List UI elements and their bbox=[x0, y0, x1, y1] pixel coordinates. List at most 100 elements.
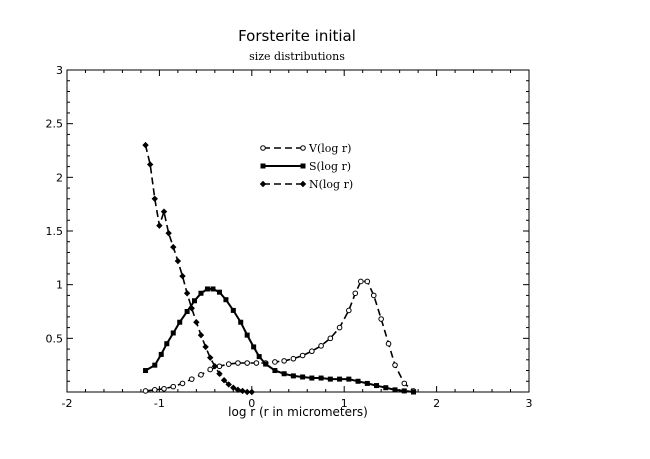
data-point bbox=[263, 361, 269, 367]
series-0 bbox=[142, 278, 417, 394]
data-point bbox=[355, 378, 361, 384]
data-point bbox=[358, 278, 364, 285]
data-point bbox=[207, 366, 214, 373]
y-tick-label: 1 bbox=[56, 279, 63, 292]
series-1 bbox=[143, 286, 416, 395]
data-point bbox=[225, 361, 232, 367]
data-point bbox=[318, 375, 324, 381]
legend-item: S(log r) bbox=[260, 160, 351, 173]
data-point bbox=[401, 380, 408, 387]
data-point bbox=[211, 363, 219, 370]
data-point bbox=[256, 354, 262, 360]
data-point bbox=[327, 335, 334, 342]
data-point bbox=[251, 344, 257, 350]
data-point bbox=[281, 371, 287, 377]
data-point bbox=[207, 354, 214, 361]
x-tick-label: 1 bbox=[341, 397, 348, 410]
legend: V(log r) S(log r) N(log r) bbox=[259, 142, 353, 191]
chart-title: Forsterite initial bbox=[238, 27, 356, 45]
legend-label: S(log r) bbox=[309, 160, 351, 173]
y-tick-label: 2.5 bbox=[46, 118, 64, 131]
data-point bbox=[300, 374, 306, 380]
legend-marker bbox=[259, 180, 267, 188]
legend-marker bbox=[299, 180, 307, 188]
data-point bbox=[142, 141, 149, 149]
data-point bbox=[156, 222, 163, 229]
x-tick-label: 2 bbox=[433, 397, 440, 410]
data-point bbox=[290, 373, 296, 379]
data-point bbox=[151, 195, 158, 202]
data-point bbox=[225, 381, 232, 388]
legend-marker bbox=[300, 163, 306, 169]
data-point bbox=[164, 341, 170, 347]
data-point bbox=[253, 360, 260, 366]
data-point bbox=[143, 368, 149, 374]
data-point bbox=[336, 324, 343, 331]
y-tick-label: 2 bbox=[56, 171, 63, 184]
data-point bbox=[370, 292, 377, 299]
data-point bbox=[216, 289, 222, 295]
data-point bbox=[243, 388, 251, 396]
data-point bbox=[151, 387, 158, 393]
data-point bbox=[179, 272, 186, 280]
data-point bbox=[244, 360, 250, 366]
data-point bbox=[299, 352, 306, 359]
legend-marker bbox=[260, 163, 266, 169]
x-tick-label: 0 bbox=[248, 397, 255, 410]
data-point bbox=[210, 286, 216, 292]
chart-subtitle: size distributions bbox=[249, 50, 345, 63]
data-point bbox=[239, 387, 246, 395]
data-point bbox=[392, 387, 398, 393]
data-point bbox=[392, 362, 398, 368]
y-tick-label: 0.5 bbox=[46, 332, 64, 345]
data-point bbox=[202, 343, 209, 351]
data-point bbox=[193, 319, 200, 326]
data-point bbox=[152, 362, 158, 368]
data-point bbox=[272, 368, 278, 374]
data-point bbox=[378, 316, 384, 322]
data-point bbox=[238, 319, 244, 325]
data-point bbox=[170, 330, 176, 336]
data-point bbox=[337, 376, 343, 382]
data-point bbox=[235, 360, 241, 366]
data-point bbox=[309, 348, 315, 355]
data-point bbox=[346, 307, 352, 314]
data-point bbox=[352, 290, 359, 297]
data-point bbox=[188, 305, 195, 312]
data-point bbox=[161, 385, 167, 392]
data-point bbox=[220, 376, 228, 384]
x-tick-label: -2 bbox=[62, 397, 73, 410]
legend-item: N(log r) bbox=[259, 178, 353, 191]
data-point bbox=[158, 351, 164, 357]
y-axis: 0.5 1 1.5 2 2.5 3 bbox=[46, 64, 529, 382]
legend-item: V(log r) bbox=[260, 142, 351, 155]
data-point bbox=[198, 372, 204, 378]
data-point bbox=[204, 286, 210, 292]
data-point bbox=[183, 290, 191, 297]
data-point bbox=[184, 309, 190, 314]
data-point bbox=[374, 383, 380, 389]
data-point bbox=[223, 297, 229, 303]
data-point bbox=[174, 257, 182, 265]
data-point bbox=[385, 340, 392, 347]
data-point bbox=[179, 380, 186, 387]
data-point bbox=[188, 376, 195, 382]
data-point bbox=[364, 278, 371, 285]
data-point bbox=[318, 343, 324, 349]
data-point bbox=[383, 385, 389, 391]
data-point bbox=[165, 229, 172, 237]
legend-marker bbox=[300, 145, 306, 151]
data-point bbox=[346, 376, 352, 382]
series-2 bbox=[142, 141, 255, 396]
data-point bbox=[244, 332, 250, 338]
data-point bbox=[364, 380, 370, 386]
data-point bbox=[290, 355, 297, 362]
data-point bbox=[142, 388, 149, 394]
y-tick-label: 1.5 bbox=[46, 225, 64, 238]
data-point bbox=[248, 388, 255, 396]
x-axis-label: log r (r in micrometers) bbox=[228, 405, 368, 419]
legend-label: V(log r) bbox=[308, 142, 351, 155]
plot-frame bbox=[66, 69, 530, 393]
data-point bbox=[170, 383, 177, 390]
data-point bbox=[216, 370, 223, 377]
